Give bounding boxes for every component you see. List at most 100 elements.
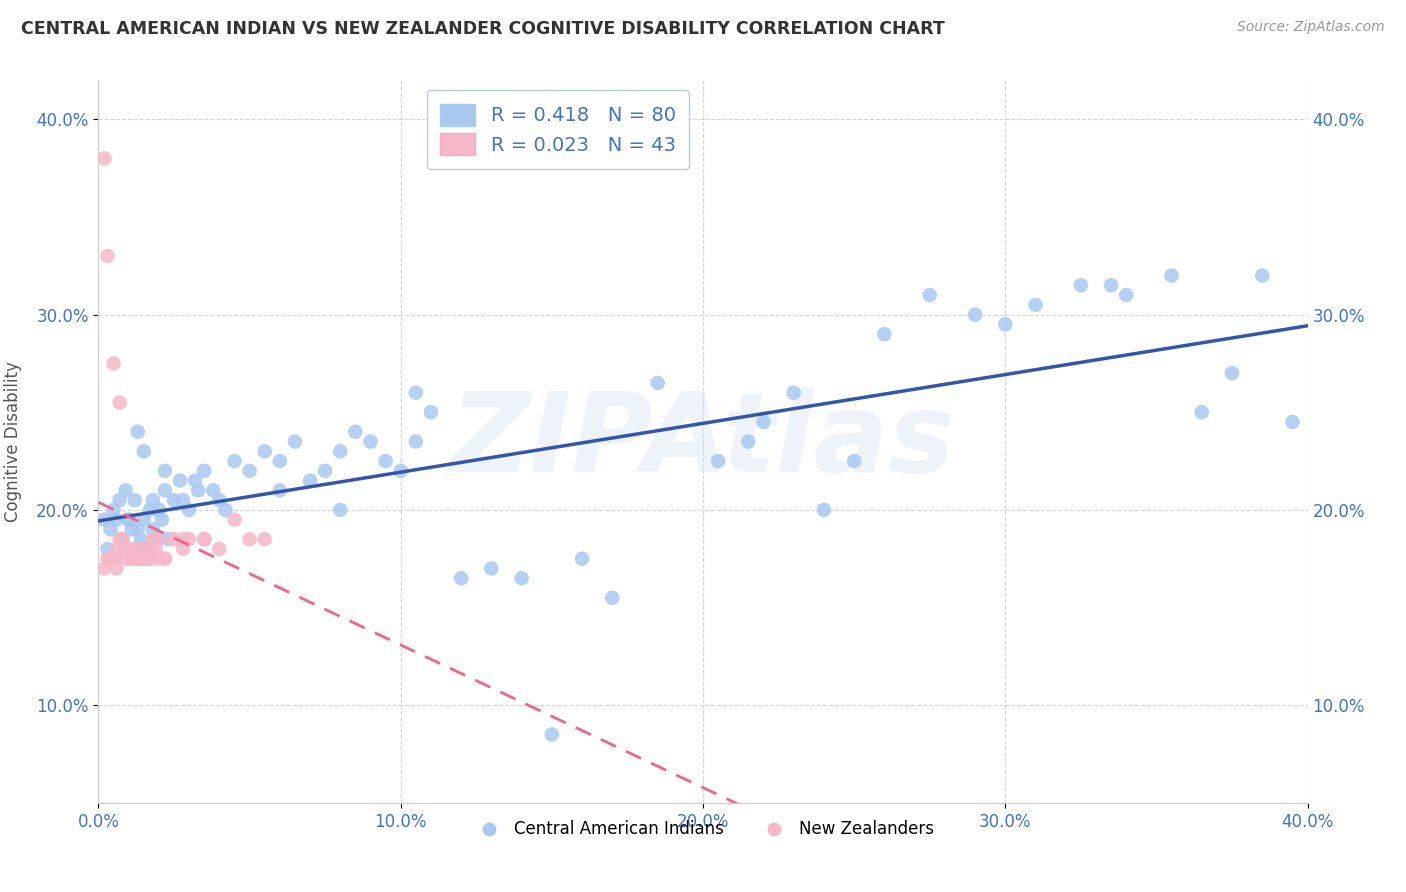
Point: [127, 551, 149, 566]
Point: [153, 551, 176, 566]
Point: [1099, 278, 1122, 293]
Point: [153, 551, 176, 566]
Point: [405, 385, 427, 400]
Point: [135, 551, 157, 566]
Point: [299, 474, 322, 488]
Point: [142, 532, 165, 546]
Point: [132, 551, 155, 566]
Point: [153, 464, 176, 478]
Point: [224, 513, 246, 527]
Point: [374, 454, 396, 468]
Point: [139, 503, 162, 517]
Point: [602, 591, 624, 605]
Point: [172, 493, 194, 508]
Point: [172, 532, 194, 546]
Point: [103, 551, 125, 566]
Point: [148, 503, 170, 517]
Point: [239, 464, 262, 478]
Point: [127, 523, 149, 537]
Point: [105, 541, 128, 556]
Point: [1220, 366, 1243, 380]
Point: [239, 532, 262, 546]
Point: [142, 523, 165, 537]
Point: [96, 541, 118, 556]
Point: [783, 385, 806, 400]
Point: [1070, 278, 1092, 293]
Point: [93, 561, 115, 575]
Point: [450, 571, 472, 585]
Point: [179, 532, 201, 546]
Point: [571, 551, 593, 566]
Point: [163, 493, 186, 508]
Point: [145, 532, 167, 546]
Point: [172, 541, 194, 556]
Point: [844, 454, 866, 468]
Point: [184, 474, 207, 488]
Point: [118, 513, 141, 527]
Point: [111, 532, 134, 546]
Point: [118, 513, 141, 527]
Point: [1191, 405, 1213, 419]
Point: [139, 541, 162, 556]
Point: [389, 464, 412, 478]
Point: [405, 434, 427, 449]
Point: [918, 288, 941, 302]
Point: [284, 434, 307, 449]
Point: [118, 541, 141, 556]
Point: [169, 474, 191, 488]
Point: [150, 513, 173, 527]
Point: [93, 152, 115, 166]
Point: [132, 513, 155, 527]
Point: [253, 532, 276, 546]
Point: [129, 541, 152, 556]
Point: [193, 532, 215, 546]
Point: [145, 551, 167, 566]
Point: [1024, 298, 1046, 312]
Point: [707, 454, 730, 468]
Point: [420, 405, 443, 419]
Point: [1251, 268, 1274, 283]
Point: [93, 513, 115, 527]
Y-axis label: Cognitive Disability: Cognitive Disability: [4, 361, 22, 522]
Point: [214, 503, 236, 517]
Point: [360, 434, 382, 449]
Point: [135, 541, 157, 556]
Point: [813, 503, 835, 517]
Point: [132, 444, 155, 458]
Point: [145, 541, 167, 556]
Legend: Central American Indians, New Zealanders: Central American Indians, New Zealanders: [465, 814, 941, 845]
Point: [100, 523, 122, 537]
Point: [127, 425, 149, 439]
Point: [103, 503, 125, 517]
Point: [965, 308, 987, 322]
Point: [193, 532, 215, 546]
Point: [269, 454, 291, 468]
Point: [153, 483, 176, 498]
Point: [103, 356, 125, 370]
Point: [994, 318, 1017, 332]
Point: [647, 376, 669, 390]
Point: [121, 551, 143, 566]
Point: [1115, 288, 1137, 302]
Point: [148, 532, 170, 546]
Text: CENTRAL AMERICAN INDIAN VS NEW ZEALANDER COGNITIVE DISABILITY CORRELATION CHART: CENTRAL AMERICAN INDIAN VS NEW ZEALANDER…: [21, 20, 945, 37]
Point: [179, 503, 201, 517]
Point: [111, 532, 134, 546]
Text: ZIPAtlas: ZIPAtlas: [450, 388, 956, 495]
Point: [1281, 415, 1303, 429]
Point: [752, 415, 775, 429]
Point: [108, 395, 131, 409]
Point: [193, 464, 215, 478]
Point: [114, 483, 136, 498]
Point: [163, 532, 186, 546]
Point: [224, 454, 246, 468]
Point: [121, 551, 143, 566]
Point: [510, 571, 533, 585]
Point: [344, 425, 367, 439]
Point: [132, 551, 155, 566]
Point: [96, 551, 118, 566]
Point: [737, 434, 759, 449]
Point: [253, 444, 276, 458]
Point: [139, 551, 162, 566]
Point: [156, 532, 179, 546]
